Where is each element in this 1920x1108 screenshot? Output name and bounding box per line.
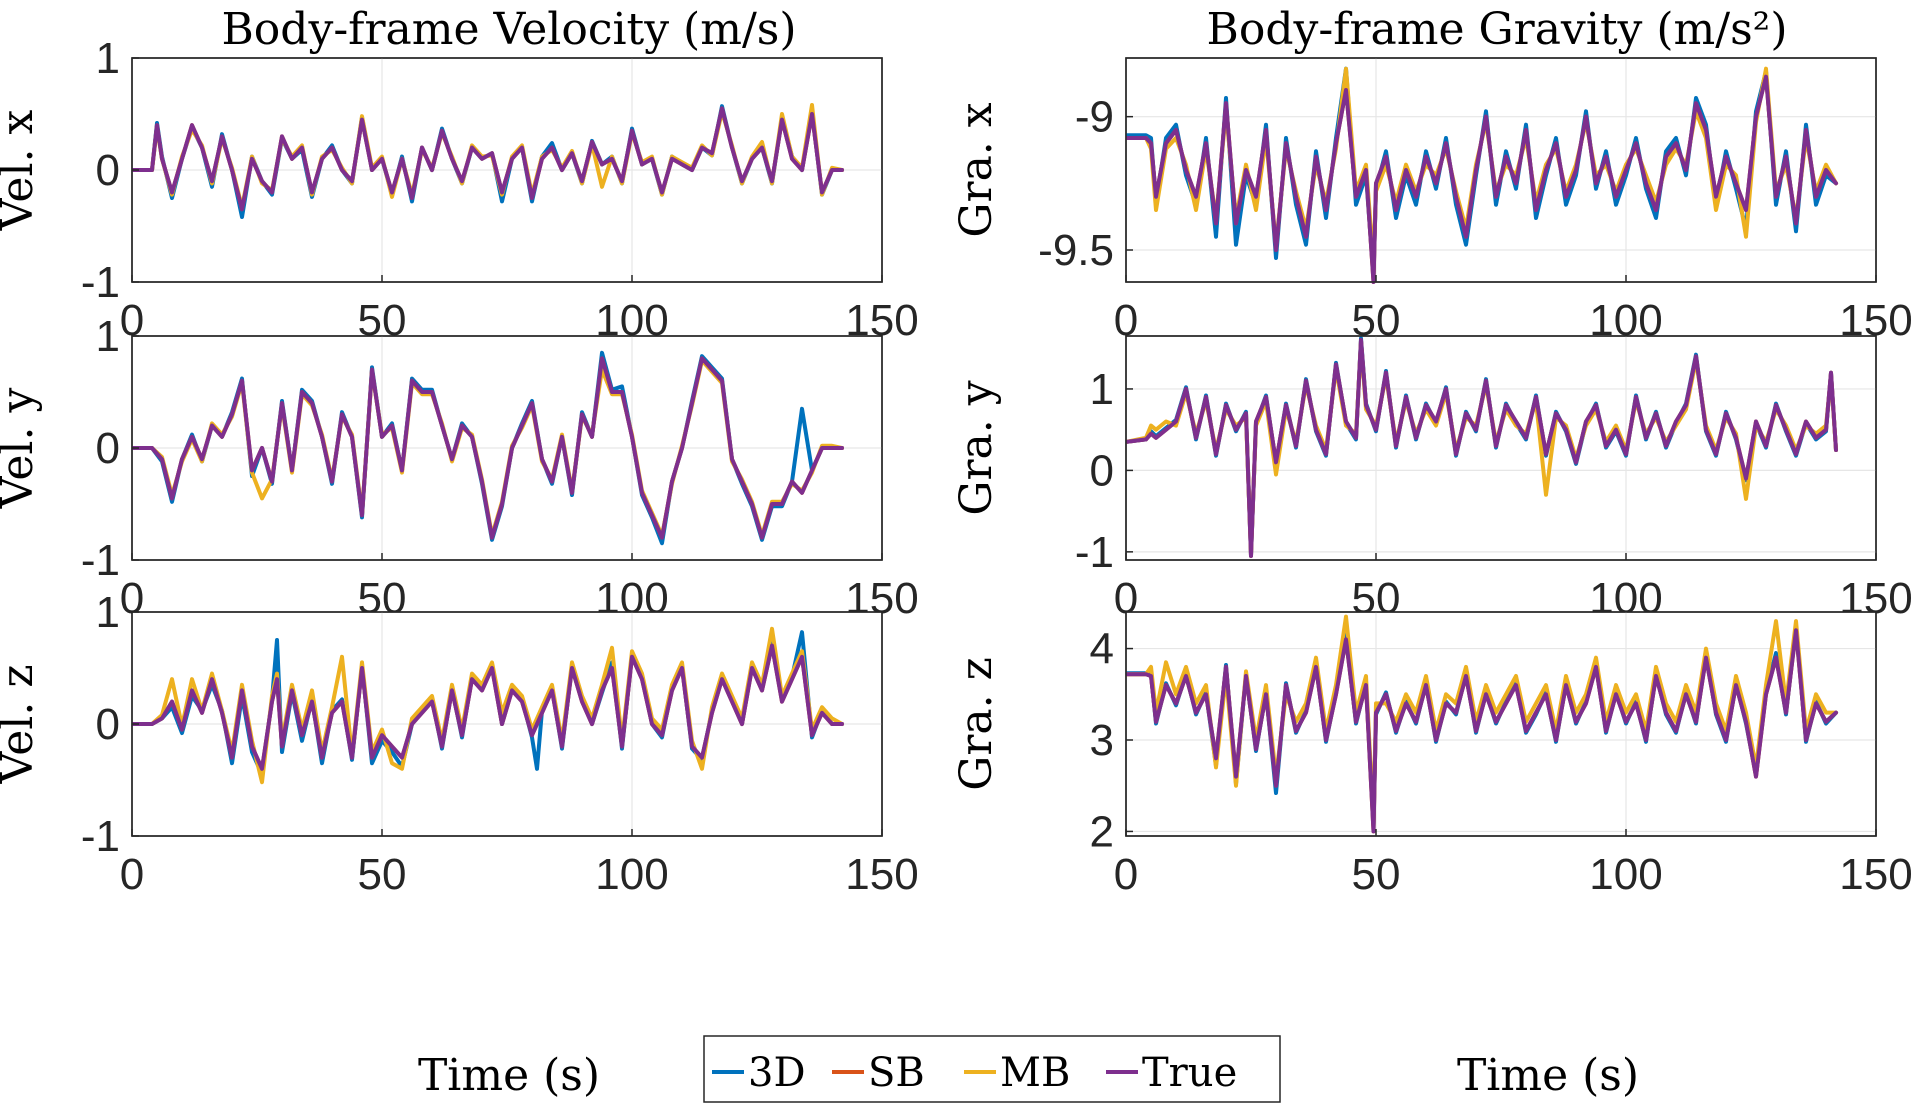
series-line-true-vel-y: [132, 356, 844, 540]
ylabel-vel-y: Vel. y: [0, 388, 43, 510]
ylabel-gra-y: Gra. y: [951, 380, 1002, 515]
series-group-vel-y: [132, 350, 844, 546]
series-group-gra-z: [1126, 614, 1838, 834]
x-tick-label: 0: [1114, 850, 1138, 899]
y-tick-label: 0: [96, 700, 120, 749]
series-line-true-gra-x: [1126, 74, 1838, 284]
x-tick-label: 150: [1839, 850, 1912, 899]
y-tick-label: 4: [1090, 625, 1114, 674]
legend-label-sb: SB: [868, 1050, 925, 1096]
y-tick-label: -9: [1075, 93, 1114, 142]
ylabel-vel-x: Vel. x: [0, 110, 43, 232]
x-tick-label: 150: [845, 850, 918, 899]
series-group-gra-x: [1126, 66, 1838, 284]
subplot-gra-z: 0 50 100 150 2 3 4 Gra. z: [951, 611, 1913, 899]
axes-border-gra-z: [1125, 611, 1877, 837]
y-tick-label: 1: [1090, 365, 1114, 414]
y-tick-label: -1: [81, 812, 120, 861]
x-tick-label: 0: [120, 850, 144, 899]
legend-label-mb: MB: [1000, 1050, 1070, 1096]
y-tick-label: 0: [1090, 446, 1114, 495]
xlabel-right: Time (s): [1457, 1050, 1639, 1101]
title-gravity: Body-frame Gravity (m/s²): [1207, 4, 1788, 55]
series-line-true-vel-x: [132, 106, 844, 212]
y-tick-label: 3: [1090, 716, 1114, 765]
legend-box: [703, 1035, 1281, 1103]
series-group-vel-x: [132, 103, 844, 219]
series-line-mb-vel-z: [132, 626, 844, 785]
x-tick-label: 100: [595, 850, 668, 899]
y-tick-label: -1: [1075, 528, 1114, 577]
ylabel-gra-z: Gra. z: [951, 657, 1002, 791]
y-tick-label: -1: [81, 536, 120, 585]
series-group-gra-y: [1126, 336, 1838, 558]
series-line-true-vel-z: [132, 643, 844, 771]
y-tick-label: 1: [96, 312, 120, 361]
axes-frame-gra-y: [1125, 335, 1877, 561]
y-tick-label: -9.5: [1038, 226, 1114, 275]
series-group-vel-z: [132, 626, 844, 785]
y-tick-label: -1: [81, 258, 120, 307]
ylabel-gra-x: Gra. x: [951, 102, 1002, 237]
axes-border-gra-x: [1125, 57, 1877, 283]
title-velocity: Body-frame Velocity (m/s): [221, 4, 796, 55]
y-tick-label: 1: [96, 34, 120, 83]
ylabel-vel-z: Vel. z: [0, 664, 43, 784]
y-tick-label: 0: [96, 146, 120, 195]
legend-label-true: True: [1142, 1050, 1237, 1096]
axes-border-gra-y: [1125, 335, 1877, 561]
legend-label-3d: 3D: [748, 1050, 806, 1096]
legend: 3D SB MB True: [703, 1035, 1281, 1103]
x-tick-label: 50: [1352, 850, 1401, 899]
y-tick-label: 2: [1090, 807, 1114, 856]
xlabel-left: Time (s): [418, 1050, 600, 1101]
series-line-true-gra-y: [1126, 338, 1838, 558]
x-tick-label: 100: [1589, 850, 1662, 899]
y-tick-label: 1: [96, 588, 120, 637]
series-line-true-gra-z: [1126, 628, 1838, 834]
x-tick-label: 50: [358, 850, 407, 899]
y-tick-label: 0: [96, 424, 120, 473]
